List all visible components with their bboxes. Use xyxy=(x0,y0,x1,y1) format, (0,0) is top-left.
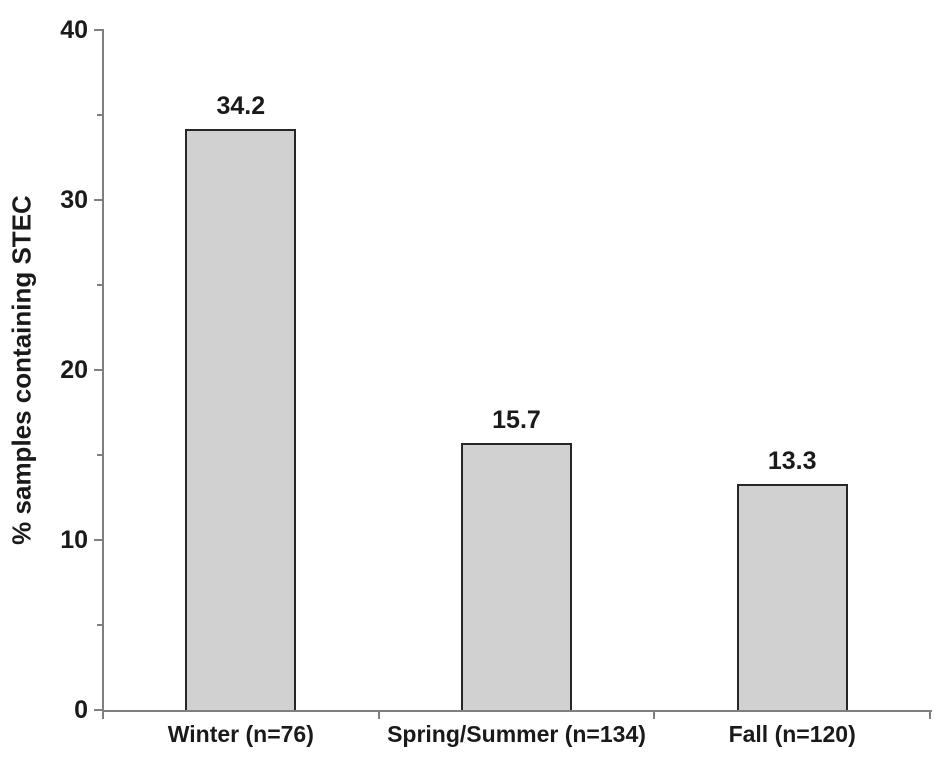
y-major-tick xyxy=(94,199,102,201)
y-tick-label: 10 xyxy=(60,526,88,554)
y-tick-label: 40 xyxy=(60,16,88,44)
y-minor-tick xyxy=(97,624,102,626)
bar xyxy=(736,483,848,710)
x-tick-label: Spring/Summer (n=134) xyxy=(387,721,646,747)
y-tick-label: 30 xyxy=(60,186,88,214)
x-tick-label: Fall (n=120) xyxy=(728,721,856,747)
x-boundary-tick xyxy=(377,710,380,719)
y-minor-tick xyxy=(97,284,102,286)
x-tick-label: Winter (n=76) xyxy=(167,721,314,747)
y-minor-tick xyxy=(97,114,102,116)
y-minor-tick xyxy=(97,454,102,456)
x-boundary-tick xyxy=(102,710,104,719)
y-axis-line xyxy=(102,29,104,712)
bar xyxy=(461,443,572,710)
x-boundary-tick xyxy=(653,710,656,719)
x-boundary-tick xyxy=(929,710,931,719)
bar-value-label: 13.3 xyxy=(767,446,817,475)
bar-value-label: 34.2 xyxy=(216,91,266,120)
y-tick-label: 20 xyxy=(60,356,88,384)
y-major-tick xyxy=(94,369,102,371)
x-axis-line xyxy=(102,710,932,712)
bar xyxy=(185,128,297,710)
bar-value-label: 15.7 xyxy=(492,406,541,435)
y-major-tick xyxy=(94,709,102,711)
y-major-tick xyxy=(94,539,102,541)
y-tick-label: 0 xyxy=(74,696,88,724)
y-major-tick xyxy=(94,29,102,31)
